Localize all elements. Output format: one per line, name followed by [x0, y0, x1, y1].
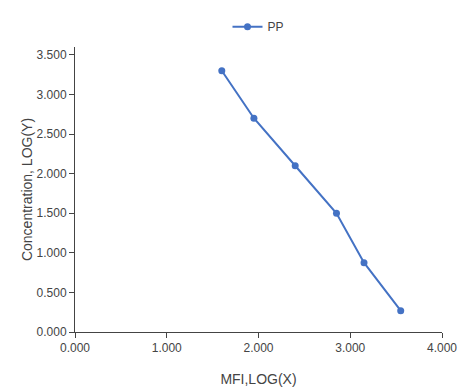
svg-text:2.500: 2.500 [37, 127, 67, 141]
svg-text:Concentration, LOG(Y): Concentration, LOG(Y) [19, 118, 35, 261]
svg-text:2.000: 2.000 [37, 167, 67, 181]
svg-text:MFI,LOG(X): MFI,LOG(X) [220, 371, 296, 387]
svg-text:3.000: 3.000 [37, 88, 67, 102]
svg-text:1.000: 1.000 [152, 341, 182, 355]
svg-text:0.500: 0.500 [37, 286, 67, 300]
svg-text:2.000: 2.000 [243, 341, 273, 355]
svg-text:3.500: 3.500 [37, 48, 67, 62]
svg-text:PP: PP [268, 20, 284, 34]
svg-text:1.500: 1.500 [37, 206, 67, 220]
svg-text:0.000: 0.000 [37, 325, 67, 339]
svg-text:0.000: 0.000 [60, 341, 90, 355]
svg-text:1.000: 1.000 [37, 246, 67, 260]
svg-text:4.000: 4.000 [427, 341, 457, 355]
svg-text:3.000: 3.000 [335, 341, 365, 355]
